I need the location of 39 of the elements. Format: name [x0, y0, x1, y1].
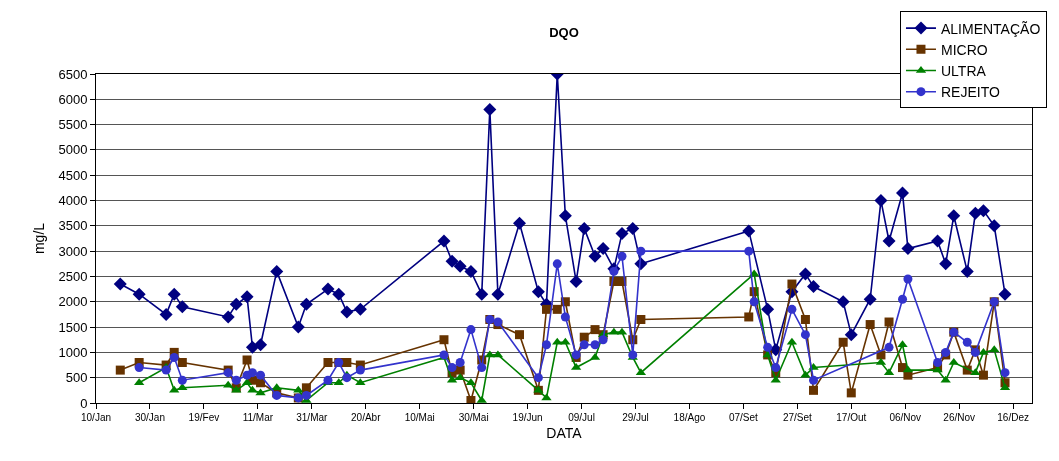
- x-tick-label: 10/Jan: [80, 412, 112, 423]
- x-tick-label: 20/Abr: [351, 412, 382, 423]
- x-tick-label: 30/Mai: [458, 412, 489, 423]
- legend-label: MICRO: [940, 41, 988, 58]
- legend-label: ALIMENTAÇÃO: [940, 20, 1041, 37]
- x-tick-label: 30/Jan: [134, 412, 165, 423]
- x-tick-label: 27/Set: [782, 412, 812, 423]
- y-tick-label: 2000: [58, 294, 88, 310]
- x-tick-label: 07/Set: [728, 412, 759, 423]
- x-tick-label: 10/Mai: [404, 412, 435, 423]
- x-tick-label: 18/Ago: [673, 412, 706, 423]
- y-tick-label: 1000: [58, 344, 88, 360]
- x-tick-label: 09/Jul: [568, 412, 595, 423]
- y-tick-label: 2500: [58, 269, 88, 285]
- x-tick-label: 29/Jul: [622, 412, 649, 423]
- y-tick-label: 5000: [58, 142, 88, 158]
- x-tick-label: 17/Out: [836, 412, 867, 423]
- y-tick-label: 3500: [58, 218, 88, 234]
- x-tick-label: 26/Nov: [943, 412, 976, 423]
- x-tick-label: 16/Dez: [997, 412, 1029, 423]
- y-tick-label: 500: [65, 370, 88, 386]
- y-tick-label: 3000: [58, 243, 88, 259]
- x-axis-title: DATA: [546, 425, 583, 442]
- y-tick-label: 1500: [58, 319, 88, 335]
- legend-label: ULTRA: [940, 62, 987, 79]
- x-tick-label: 06/Nov: [889, 412, 922, 423]
- y-tick-label: 4500: [58, 167, 88, 183]
- y-tick-label: 4000: [58, 193, 88, 209]
- chart-title: DQO: [549, 24, 579, 40]
- x-tick-label: 11/Mar: [242, 412, 274, 423]
- x-tick-label: 19/Jun: [512, 412, 543, 423]
- legend-label: REJEITO: [940, 84, 1000, 101]
- y-tick-label: 5500: [58, 117, 88, 133]
- y-tick-label: 0: [80, 395, 88, 411]
- x-tick-label: 31/Mar: [296, 412, 329, 423]
- y-tick-label: 6500: [58, 66, 88, 82]
- y-axis-title: mg/L: [31, 222, 48, 255]
- y-tick-label: 6000: [58, 91, 88, 107]
- x-tick-label: 19/Fev: [188, 412, 220, 423]
